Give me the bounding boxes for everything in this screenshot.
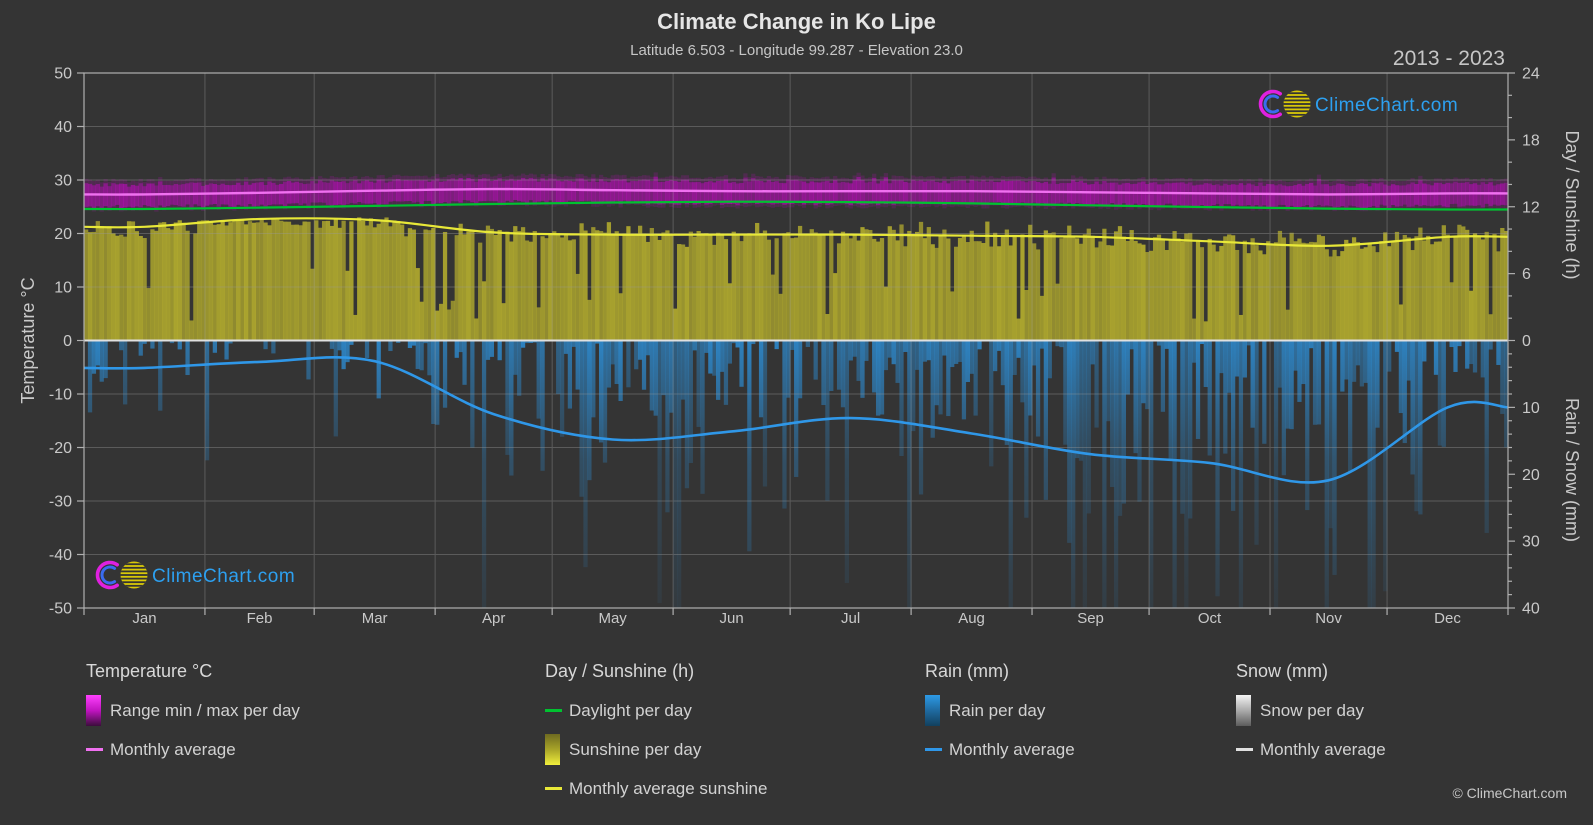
sunshine-average-line-swatch (545, 787, 562, 790)
rain-swatch (925, 695, 940, 726)
day-sunshine-tick-label: 12 (1522, 199, 1540, 216)
climate-chart-canvas: 50 40 30 20 10 0 -10 -20 -30 -40 -50 24 18 12 6 0 10 20 30… (18, 66, 1582, 628)
climechart-logo-bottom-left (95, 560, 148, 590)
temp-average-line-swatch (86, 748, 103, 751)
month-label: Oct (1198, 610, 1222, 627)
legend-item-label: Sunshine per day (569, 739, 702, 759)
day-sunshine-tick-label: 18 (1522, 132, 1540, 149)
temperature-tick-label: -20 (49, 440, 72, 457)
snow-swatch (1236, 695, 1251, 726)
rain-snow-axis-title: Rain / Snow (mm) (1562, 398, 1582, 542)
legend-item: Monthly average (1236, 730, 1386, 769)
rain-average-line-swatch (925, 748, 942, 751)
legend-group-rain: Rain (mm) Rain per day Monthly average (925, 652, 1075, 769)
rain-snow-tick-label: 30 (1522, 534, 1540, 551)
legend-header: Day / Sunshine (h) (545, 661, 695, 681)
sunshine-bars-layer (84, 217, 1508, 341)
chart-legend: Temperature °C Range min / max per day M… (0, 652, 1593, 812)
day-sunshine-tick-label: 6 (1522, 266, 1531, 283)
temperature-tick-label: 10 (54, 280, 72, 297)
month-label: Aug (958, 610, 985, 627)
left-axis-title: Temperature °C (18, 277, 38, 403)
legend-item: Snow per day (1236, 691, 1386, 730)
temperature-tick-label: -40 (49, 547, 72, 564)
legend-item: Sunshine per day (545, 730, 767, 769)
legend-item-label: Snow per day (1260, 700, 1364, 720)
temperature-tick-label: 20 (54, 226, 72, 243)
copyright-label: © ClimeChart.com (1452, 785, 1567, 801)
temperature-tick-label: -30 (49, 494, 72, 511)
daylight-line-swatch (545, 709, 562, 712)
legend-item: Range min / max per day (86, 691, 300, 730)
legend-item-label: Monthly average (110, 739, 236, 759)
month-label: Feb (247, 610, 273, 627)
legend-item-label: Monthly average sunshine (569, 778, 768, 798)
legend-group-snow: Snow (mm) Snow per day Monthly average (1236, 652, 1386, 769)
climechart-logo-top-right (1258, 89, 1311, 119)
temperature-tick-label: 40 (54, 119, 72, 136)
month-label: May (598, 610, 627, 627)
axis-ticks (77, 72, 1515, 615)
temperature-tick-label: 30 (54, 173, 72, 190)
page-title: Climate Change in Ko Lipe (657, 9, 936, 34)
rain-snow-tick-label: 10 (1522, 400, 1540, 417)
day-sunshine-axis-title: Day / Sunshine (h) (1562, 130, 1582, 279)
temperature-tick-label: -50 (49, 601, 72, 618)
legend-header: Snow (mm) (1236, 661, 1329, 681)
month-label: Nov (1315, 610, 1342, 627)
rain-monthly-average-line (84, 355, 1508, 484)
legend-item-label: Range min / max per day (110, 700, 300, 720)
temp-range-swatch (86, 695, 101, 726)
month-label: Apr (482, 610, 505, 627)
legend-item-label: Monthly average (1260, 739, 1386, 759)
month-label: Dec (1434, 610, 1461, 627)
temperature-tick-label: -10 (49, 387, 72, 404)
climechart-watermark-text: ClimeChart.com (152, 566, 295, 587)
period-label: 2013 - 2023 (1392, 47, 1505, 70)
legend-header: Rain (mm) (925, 661, 1009, 681)
legend-header: Temperature °C (86, 661, 213, 681)
month-label: Jan (132, 610, 156, 627)
legend-item: Monthly average sunshine (545, 769, 767, 808)
daylight-line (84, 200, 1508, 211)
month-label: Jun (720, 610, 744, 627)
legend-item: Monthly average (86, 730, 300, 769)
sunshine-swatch (545, 734, 560, 765)
legend-item: Monthly average (925, 730, 1075, 769)
legend-item-label: Monthly average (949, 739, 1075, 759)
day-sunshine-tick-label: 24 (1522, 66, 1540, 83)
month-label: Mar (362, 610, 388, 627)
climate-chart-svg: 50 40 30 20 10 0 -10 -20 -30 -40 -50 24 18 12 6 0 10 20 30… (18, 66, 1582, 628)
legend-item: Daylight per day (545, 691, 767, 730)
legend-item-label: Rain per day (949, 700, 1046, 720)
temperature-tick-label: 0 (63, 333, 72, 350)
month-label: Jul (841, 610, 860, 627)
legend-group-temperature: Temperature °C Range min / max per day M… (86, 652, 300, 769)
temperature-tick-label: 50 (54, 66, 72, 83)
month-label: Sep (1077, 610, 1104, 627)
rain-snow-tick-label: 40 (1522, 601, 1540, 618)
legend-group-day-sunshine: Day / Sunshine (h) Daylight per day Suns… (545, 652, 767, 808)
legend-item: Rain per day (925, 691, 1075, 730)
page-subtitle: Latitude 6.503 - Longitude 99.287 - Elev… (630, 42, 963, 59)
rain-bars-layer (87, 340, 1508, 608)
sunshine-monthly-average-line (84, 217, 1508, 247)
snow-average-line-swatch (1236, 748, 1253, 751)
temperature-monthly-average-line (84, 187, 1508, 196)
day-sunshine-tick-label: 0 (1522, 333, 1531, 350)
rain-snow-tick-label: 20 (1522, 467, 1540, 484)
climechart-watermark-text: ClimeChart.com (1315, 95, 1458, 116)
legend-item-label: Daylight per day (569, 700, 692, 720)
